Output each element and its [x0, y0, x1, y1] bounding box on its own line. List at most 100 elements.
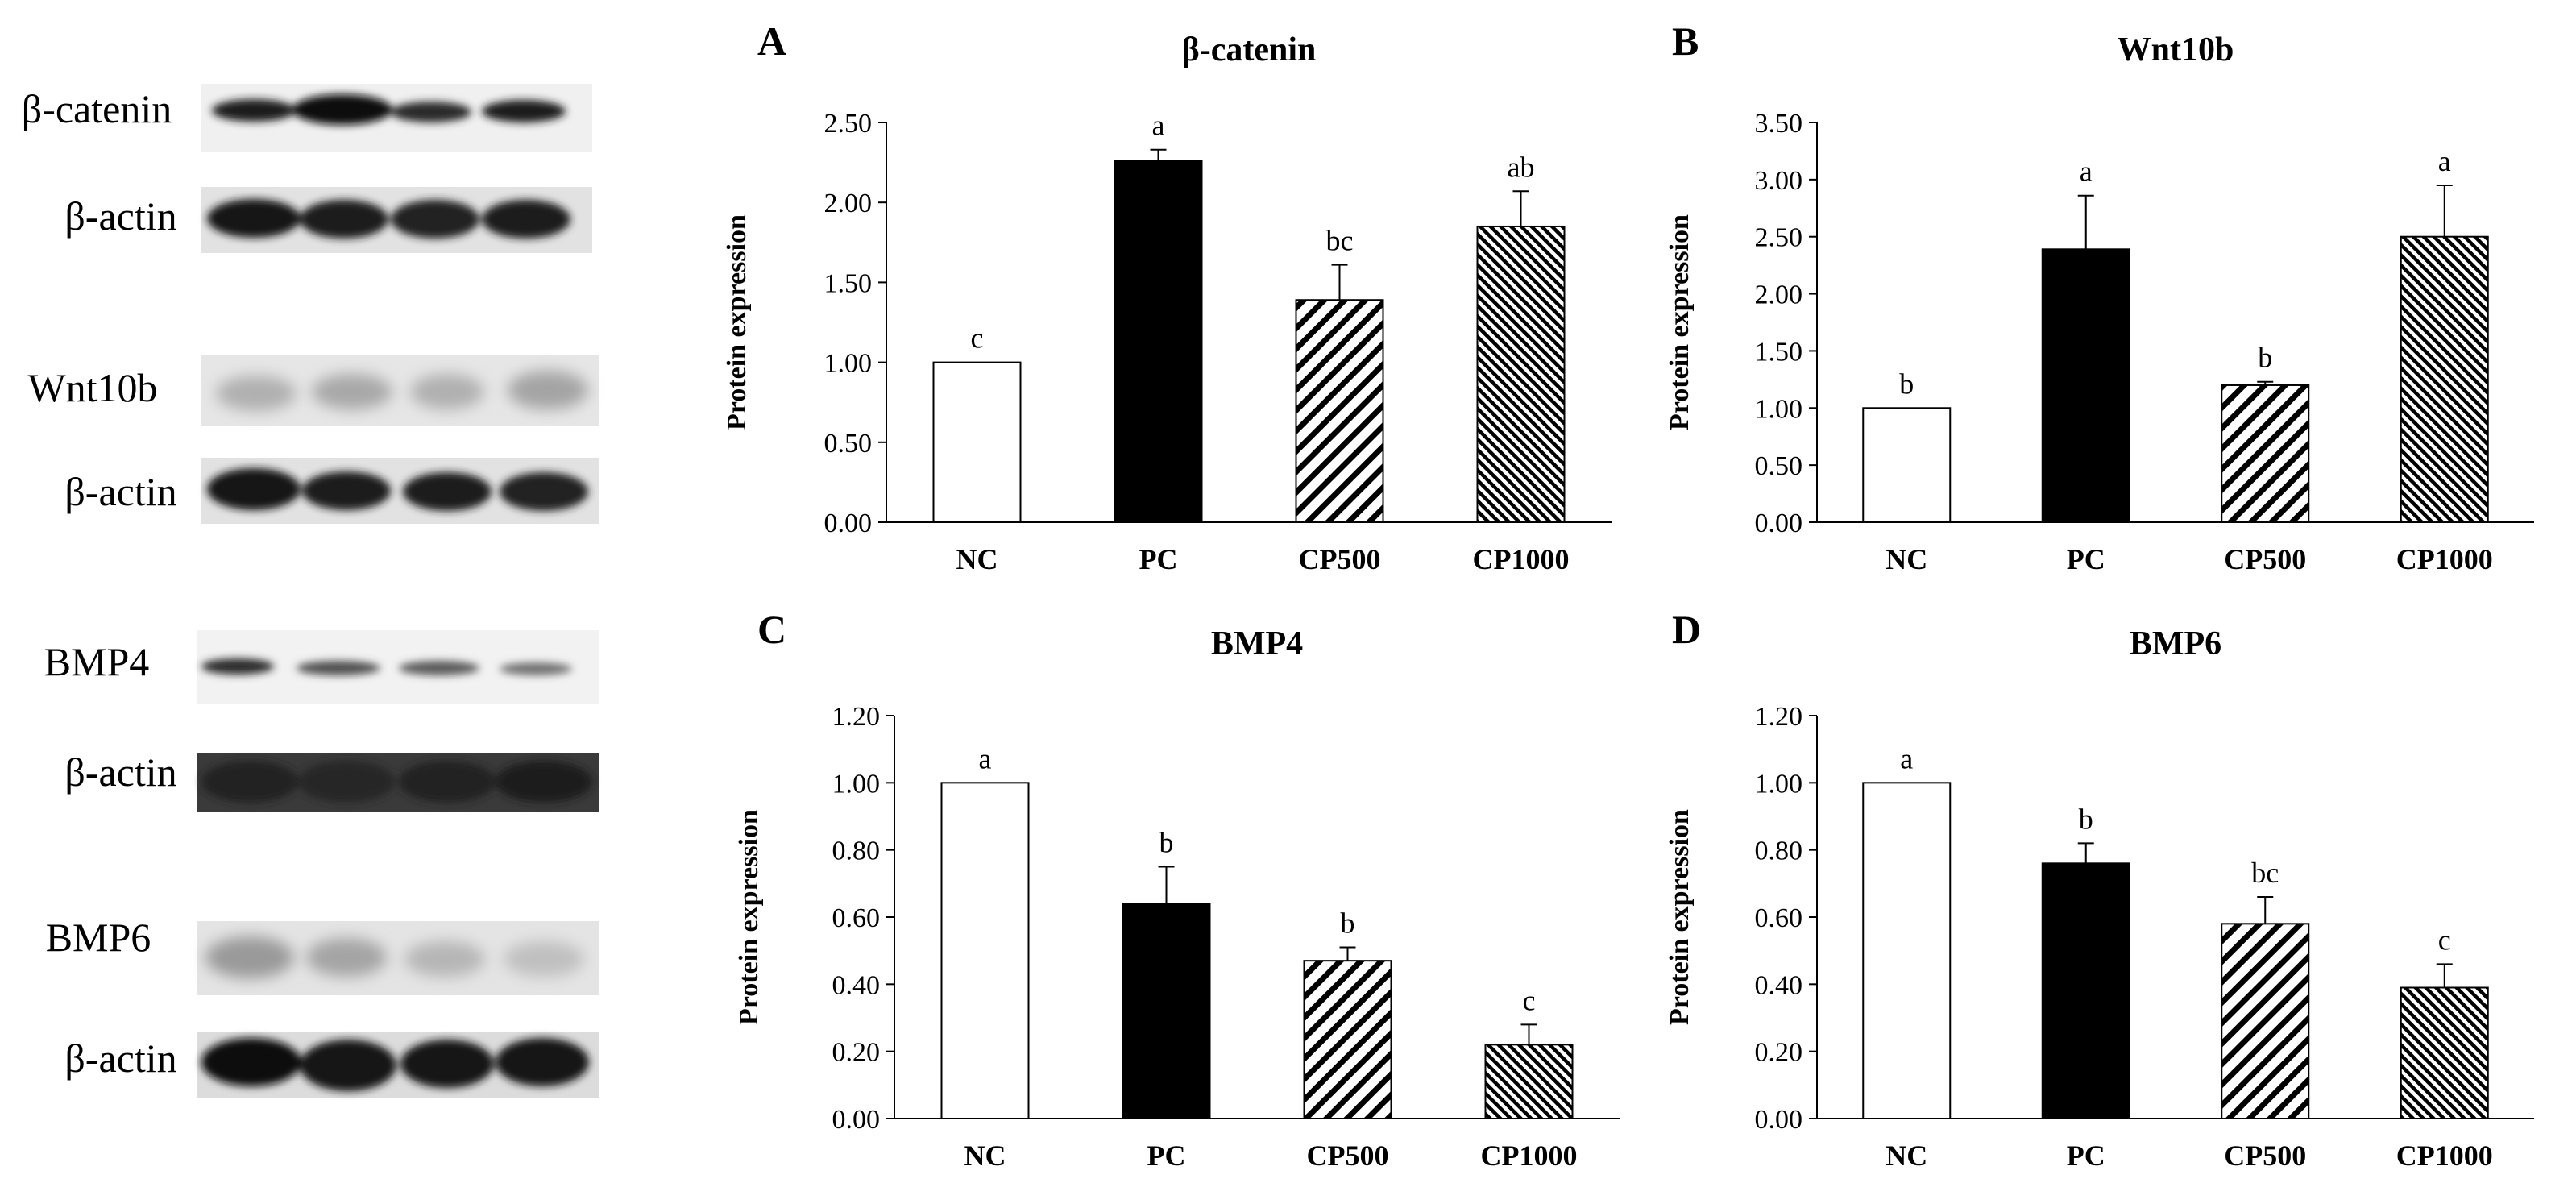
chart-a-ytick-label: 1.50	[824, 268, 873, 298]
chart-d-ytick-label: 1.00	[1755, 769, 1803, 799]
chart-c-bar-pc	[1122, 903, 1211, 1120]
blot-label-beta-actin-1: β-actin	[64, 193, 176, 239]
chart-b-bar-cp1000	[2400, 235, 2489, 523]
chart-b-sig-letter-cp500: b	[2258, 342, 2272, 374]
chart-c-sig-letter-cp1000: c	[1523, 984, 1536, 1016]
chart-a-ytick-label: 2.00	[824, 189, 873, 218]
chart-c-ytick-label: 0.00	[832, 1105, 881, 1135]
chart-b-xtick-label-nc: NC	[1885, 543, 1927, 575]
chart-c-ytick-label: 1.20	[832, 702, 881, 732]
chart-d-title: BMP6	[2130, 625, 2221, 662]
chart-b-ytick-label: 3.50	[1755, 109, 1803, 139]
chart-a-sig-letter-cp500: bc	[1326, 225, 1354, 257]
chart-c-sig-letter-pc: b	[1159, 827, 1174, 859]
chart-b-ytick-label: 0.50	[1755, 451, 1803, 481]
chart-d-bar-nc	[1862, 782, 1952, 1119]
chart-c-xtick-label-pc: PC	[1147, 1140, 1186, 1172]
chart-a-ytick-label: 0.50	[824, 429, 873, 459]
chart-c-ytick-label: 1.00	[832, 769, 881, 799]
chart-b-bar-nc	[1862, 407, 1952, 523]
chart-a-ylabel: Protein expression	[722, 214, 752, 430]
blot-bands-beta-actin-3	[201, 761, 592, 803]
chart-d-xtick-label-nc: NC	[1885, 1140, 1927, 1172]
chart-d-xtick-label-pc: PC	[2067, 1140, 2105, 1172]
chart-c-sig-letter-nc: a	[979, 742, 992, 774]
chart-c-xtick-label-nc: NC	[964, 1140, 1006, 1172]
chart-c-ytick-label: 0.80	[832, 837, 881, 866]
chart-d-bar-cp500	[2221, 923, 2310, 1120]
chart-c-sig-letter-cp500: b	[1341, 907, 1355, 940]
chart-b-bar-cp500	[2221, 384, 2310, 524]
chart-b-xtick-label-cp1000: CP1000	[2396, 543, 2493, 575]
chart-c-ytick-label: 0.60	[832, 903, 881, 933]
chart-b-sig-letter-nc: b	[1899, 367, 1914, 400]
chart-b-xtick-label-cp500: CP500	[2224, 543, 2306, 575]
chart-a-bar-cp500	[1295, 299, 1384, 523]
blot-bands-beta-actin-4	[201, 1038, 589, 1091]
blot-label-wnt10b: Wnt10b	[27, 365, 157, 410]
chart-d-ytick-label: 0.80	[1755, 837, 1803, 866]
blot-bands-bmp4	[201, 658, 572, 675]
blot-bands-bmp6	[205, 936, 584, 978]
chart-d-ytick-label: 0.40	[1755, 970, 1803, 1000]
blot-bands-beta-catenin	[212, 94, 566, 125]
blot-bands-beta-actin-1	[207, 199, 570, 239]
blot-label-bmp4: BMP4	[44, 639, 150, 684]
chart-d-sig-letter-cp500: bc	[2251, 857, 2279, 889]
chart-b-ytick-label: 2.00	[1755, 280, 1803, 310]
chart-a-sig-letter-pc: a	[1152, 110, 1165, 142]
chart-b-title: Wnt10b	[2118, 31, 2234, 68]
blot-label-beta-actin-2: β-actin	[64, 469, 176, 514]
blot-label-bmp6: BMP6	[46, 915, 151, 960]
chart-c-bar-cp1000	[1484, 1044, 1574, 1120]
chart-a-bar-pc	[1114, 160, 1203, 523]
chart-a-sig-letter-nc: c	[971, 322, 984, 355]
chart-a-sig-letter-cp1000: ab	[1508, 151, 1535, 183]
chart-c-xtick-label-cp500: CP500	[1307, 1140, 1389, 1172]
chart-d-xtick-label-cp500: CP500	[2224, 1140, 2306, 1172]
blot-bands-beta-actin-2	[207, 468, 588, 511]
chart-a-xtick-label-nc: NC	[956, 543, 998, 575]
chart-d-sig-letter-pc: b	[2079, 803, 2093, 835]
chart-d-bar-cp1000	[2400, 986, 2489, 1119]
chart-c-ytick-label: 0.20	[832, 1038, 881, 1068]
chart-b-panel-letter: B	[1672, 19, 1699, 64]
chart-d-panel-letter: D	[1672, 607, 1701, 652]
chart-a-ytick-label: 2.50	[824, 109, 873, 139]
chart-d-ytick-label: 1.20	[1755, 702, 1803, 732]
chart-a-panel-letter: A	[757, 19, 786, 64]
chart-d-ytick-label: 0.00	[1755, 1105, 1803, 1135]
chart-a-xtick-label-pc: PC	[1139, 543, 1178, 575]
chart-d-ylabel: Protein expression	[1665, 809, 1695, 1025]
chart-c-title: BMP4	[1211, 625, 1303, 662]
chart-c-bar-cp500	[1303, 960, 1392, 1119]
chart-d-sig-letter-cp1000: c	[2438, 924, 2451, 956]
chart-c-ylabel: Protein expression	[734, 809, 764, 1025]
chart-b-ytick-label: 2.50	[1755, 223, 1803, 253]
chart-b-ytick-label: 3.00	[1755, 166, 1803, 196]
chart-b-sig-letter-cp1000: a	[2438, 145, 2451, 177]
chart-c-panel-letter: C	[757, 607, 786, 652]
chart-b-ylabel: Protein expression	[1665, 214, 1695, 430]
chart-b-ytick-label: 1.00	[1755, 394, 1803, 424]
chart-c-bar-nc	[940, 782, 1030, 1119]
chart-panel-d: D BMP6 Protein expression 0.00 0.20 0.40 0.60 0…	[1665, 607, 2534, 1172]
chart-c-ytick-label: 0.40	[832, 970, 881, 1000]
chart-b-bar-pc	[2041, 248, 2130, 523]
chart-b-ytick-label: 0.00	[1755, 509, 1803, 538]
blot-label-beta-actin-3: β-actin	[64, 749, 176, 795]
chart-d-ytick-label: 0.20	[1755, 1038, 1803, 1068]
chart-a-bar-cp1000	[1476, 225, 1566, 523]
blot-bands-wnt10b	[216, 371, 588, 411]
chart-d-sig-letter-nc: a	[1900, 742, 1913, 774]
chart-a-bar-nc	[932, 361, 1022, 523]
chart-a-ytick-label: 1.00	[824, 349, 873, 379]
chart-a-ytick-label: 0.00	[824, 509, 873, 538]
chart-a-xtick-label-cp1000: CP1000	[1473, 543, 1570, 575]
chart-panel-b: B Wnt10b Protein expression 0.00 0.50 1.00 1.5…	[1665, 19, 2534, 575]
chart-a-xtick-label-cp500: CP500	[1299, 543, 1381, 575]
chart-c-xtick-label-cp1000: CP1000	[1481, 1140, 1578, 1172]
chart-b-sig-letter-pc: a	[2080, 156, 2093, 188]
